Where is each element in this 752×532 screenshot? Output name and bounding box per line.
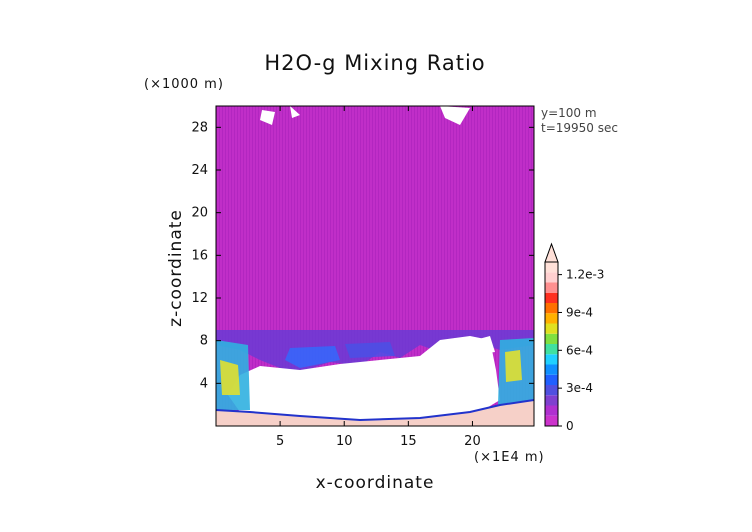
- colorbar-segment: [545, 395, 558, 406]
- colorbar-segment: [545, 344, 558, 355]
- colorbar-segment: [545, 415, 558, 426]
- y-tick-label: 8: [200, 334, 208, 349]
- colorbar-segment: [545, 323, 558, 334]
- colorbar-segment: [545, 405, 558, 416]
- y-tick-label: 16: [191, 248, 208, 263]
- colorbar-frame: [544, 261, 559, 427]
- colorbar-segment: [545, 282, 558, 293]
- field-cloud-interior: [228, 336, 500, 420]
- plot-area: [216, 106, 534, 426]
- colorbar-segment: [545, 364, 558, 375]
- colorbar-segment: [545, 385, 558, 396]
- colorbar-segment: [545, 313, 558, 324]
- colorbar-tick-label: 6e-4: [566, 343, 593, 357]
- colorbar-tick-label: 1.2e-3: [566, 268, 604, 282]
- colorbar-segment: [545, 354, 558, 365]
- colorbar-segment: [545, 292, 558, 303]
- x-axis-label: x-coordinate: [316, 473, 435, 493]
- annotation-y: y=100 m: [541, 106, 597, 120]
- field-blue-patch-2: [345, 342, 395, 358]
- y-tick-label: 24: [191, 163, 208, 178]
- y-axis-label: z-coordinate: [166, 209, 186, 327]
- x-tick-label: 10: [336, 434, 353, 449]
- y-unit-label: (×1000 m): [144, 77, 224, 92]
- field-white-speckle-top: [260, 106, 470, 125]
- colorbar-segment: [545, 333, 558, 344]
- colorbar-segment: [545, 272, 558, 283]
- field-right-column-core: [505, 350, 522, 382]
- x-tick-label: 5: [276, 434, 284, 449]
- colorbar-extend-arrow: [544, 242, 559, 263]
- field-blue-patch-1: [285, 346, 340, 368]
- chart-title: H2O-g Mixing Ratio: [264, 51, 485, 75]
- colorbar-tick-label: 9e-4: [566, 305, 593, 319]
- colorbar-tick-label: 0: [566, 419, 574, 433]
- y-tick-label: 20: [191, 206, 208, 221]
- y-tick-label: 28: [191, 120, 208, 135]
- field-boundary-edge: [216, 399, 534, 422]
- x-unit-label: (×1E4 m): [474, 450, 545, 465]
- y-tick-label: 4: [200, 376, 208, 391]
- colorbar-tick-label: 3e-4: [566, 381, 593, 395]
- annotation-t: t=19950 sec: [541, 121, 618, 135]
- field-white-blobs-right: [440, 336, 495, 358]
- colorbar-segment: [545, 374, 558, 385]
- field-boundary-layer: [216, 400, 534, 426]
- plot-frame: [215, 105, 535, 427]
- colorbar-segment: [545, 303, 558, 314]
- x-tick-label: 20: [464, 434, 481, 449]
- field-left-column-core: [220, 360, 240, 395]
- colorbar-segment: [545, 262, 558, 273]
- x-tick-label: 15: [400, 434, 417, 449]
- y-tick-label: 12: [191, 291, 208, 306]
